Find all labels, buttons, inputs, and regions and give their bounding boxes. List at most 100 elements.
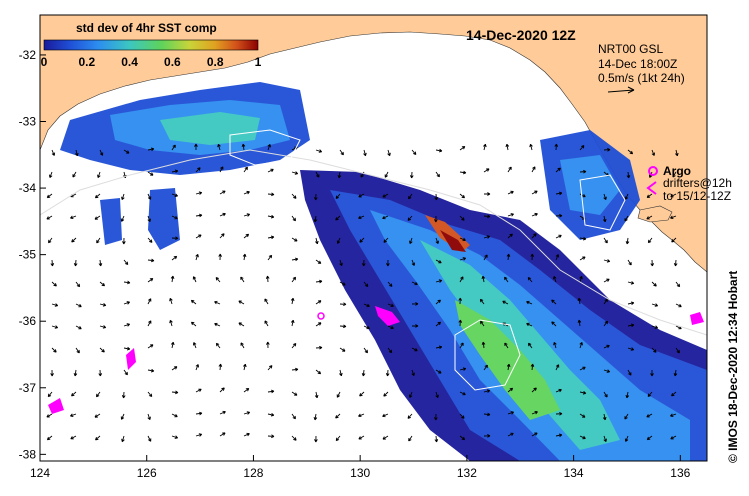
current-arrow	[675, 303, 682, 308]
current-arrow	[505, 143, 510, 151]
current-arrow	[411, 302, 419, 306]
current-arrow	[291, 413, 296, 420]
current-arrow	[434, 193, 439, 201]
current-arrow	[147, 237, 153, 243]
current-arrow	[238, 300, 245, 305]
current-arrow	[579, 145, 585, 151]
current-arrow	[579, 169, 587, 174]
current-arrow	[407, 215, 413, 221]
current-arrow	[170, 275, 175, 283]
current-arrow	[675, 347, 680, 354]
current-arrow	[627, 323, 635, 328]
current-arrow	[671, 391, 677, 397]
current-arrow	[51, 149, 56, 156]
current-arrow	[603, 237, 608, 244]
current-arrow	[579, 236, 587, 241]
current-arrow	[264, 298, 269, 305]
current-arrow	[71, 391, 77, 397]
current-arrow	[267, 365, 273, 371]
current-arrow	[122, 237, 126, 245]
current-arrow	[603, 320, 608, 327]
colorbar-gradient	[43, 39, 259, 51]
current-arrow	[675, 281, 681, 288]
current-arrow	[315, 149, 323, 153]
current-arrow	[553, 341, 557, 349]
current-arrow	[384, 171, 389, 178]
contours	[40, 129, 707, 391]
current-arrow	[411, 324, 419, 328]
current-arrow	[459, 170, 467, 175]
current-arrow	[555, 411, 563, 416]
current-arrow	[551, 299, 557, 305]
current-arrow	[95, 435, 101, 441]
current-arrow	[147, 215, 151, 222]
x-tick-label: 124	[30, 466, 50, 480]
current-arrow	[291, 391, 298, 396]
imos-credit: © IMOS 18-Dec-2020 12:34 Hobart	[726, 271, 740, 463]
current-arrow	[267, 235, 275, 240]
current-arrow	[214, 322, 221, 327]
current-arrow	[291, 215, 297, 222]
drifters-line1: drifters@12h	[663, 176, 732, 190]
current-arrow	[51, 347, 57, 353]
current-arrow	[387, 347, 393, 354]
current-arrow	[551, 321, 557, 327]
currents-time: 14-Dec 18:00Z	[598, 57, 677, 71]
x-tick-label: 134	[564, 466, 584, 480]
current-arrow	[459, 391, 466, 396]
current-arrow	[458, 297, 463, 305]
current-arrow	[147, 171, 154, 176]
current-arrow	[507, 233, 513, 239]
current-arrow	[531, 233, 537, 239]
current-arrow	[579, 391, 587, 395]
current-arrow	[267, 254, 273, 261]
current-arrow	[243, 411, 251, 415]
current-arrow	[75, 325, 82, 330]
x-tick-label: 130	[350, 466, 370, 480]
current-arrow	[240, 342, 245, 349]
current-arrow	[291, 435, 297, 441]
current-arrow	[195, 253, 199, 261]
current-arrow	[555, 213, 563, 218]
current-arrow	[382, 435, 389, 440]
colorbar-tick-label: 0.2	[78, 55, 95, 69]
current-arrow	[650, 259, 655, 267]
current-arrow	[243, 213, 251, 217]
current-arrow	[409, 237, 413, 245]
current-arrow	[291, 342, 297, 349]
current-arrow	[195, 234, 202, 239]
current-arrows	[46, 143, 682, 443]
colorbar-tick-label: 1	[255, 55, 262, 69]
current-arrow	[579, 435, 586, 440]
current-arrow	[290, 319, 295, 327]
y-tick-label: -35	[19, 248, 37, 262]
current-arrow	[71, 237, 77, 243]
current-arrow	[411, 149, 417, 155]
current-arrow	[171, 193, 178, 197]
current-arrow	[75, 149, 79, 157]
current-arrow	[169, 319, 173, 327]
current-arrow	[195, 191, 203, 195]
current-arrow	[383, 237, 389, 243]
colorbar-tick-label: 0	[41, 55, 48, 69]
current-arrow	[672, 171, 677, 178]
current-arrow	[123, 149, 130, 154]
current-arrow	[363, 281, 369, 288]
current-arrow	[75, 347, 80, 354]
current-arrow	[411, 281, 418, 286]
current-arrow	[459, 237, 466, 242]
current-arrow	[192, 276, 197, 283]
current-arrow	[46, 435, 53, 441]
current-arrow	[267, 389, 275, 394]
current-arrow	[361, 369, 366, 377]
current-arrow	[530, 363, 535, 371]
current-arrow	[339, 302, 347, 307]
current-arrow	[408, 435, 413, 442]
current-arrow	[121, 435, 125, 443]
current-arrow	[408, 193, 413, 200]
current-arrow	[123, 259, 129, 266]
current-arrow	[483, 364, 488, 371]
current-arrow	[435, 148, 443, 153]
current-arrow	[99, 303, 107, 307]
current-arrow	[219, 410, 226, 415]
